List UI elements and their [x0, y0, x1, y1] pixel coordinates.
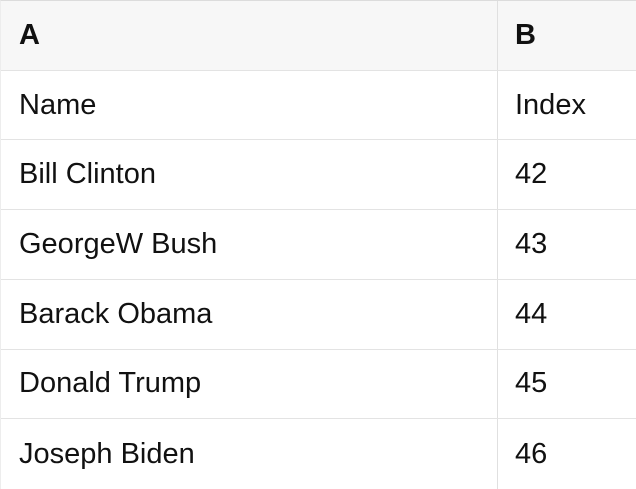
table-row: Joseph Biden 46: [1, 419, 636, 489]
cell-president-name: Donald Trump: [1, 349, 498, 419]
cell-president-index: 43: [515, 227, 548, 260]
table-row: Bill Clinton 42: [1, 140, 636, 211]
table-row: Donald Trump 45: [1, 349, 636, 420]
table-row: GeorgeW Bush 43: [1, 210, 636, 280]
cell-name-label: Name: [1, 70, 498, 140]
cell-index-label: Index: [515, 88, 586, 121]
column-header-row: A B: [1, 1, 636, 71]
table-row: Name Index: [1, 70, 636, 141]
column-header-a: A: [1, 1, 498, 70]
cell-president-name: Joseph Biden: [1, 419, 498, 489]
cell-president-index: 45: [515, 367, 548, 400]
column-header-b: B: [515, 18, 536, 51]
cell-president-index: 42: [515, 158, 548, 191]
cell-president-index: 44: [515, 297, 548, 330]
cell-president-name: GeorgeW Bush: [1, 210, 498, 279]
cell-president-name: Barack Obama: [1, 279, 498, 349]
table-row: Barack Obama 44: [1, 279, 636, 350]
cell-president-name: Bill Clinton: [1, 140, 498, 210]
cell-president-index: 46: [515, 437, 548, 470]
